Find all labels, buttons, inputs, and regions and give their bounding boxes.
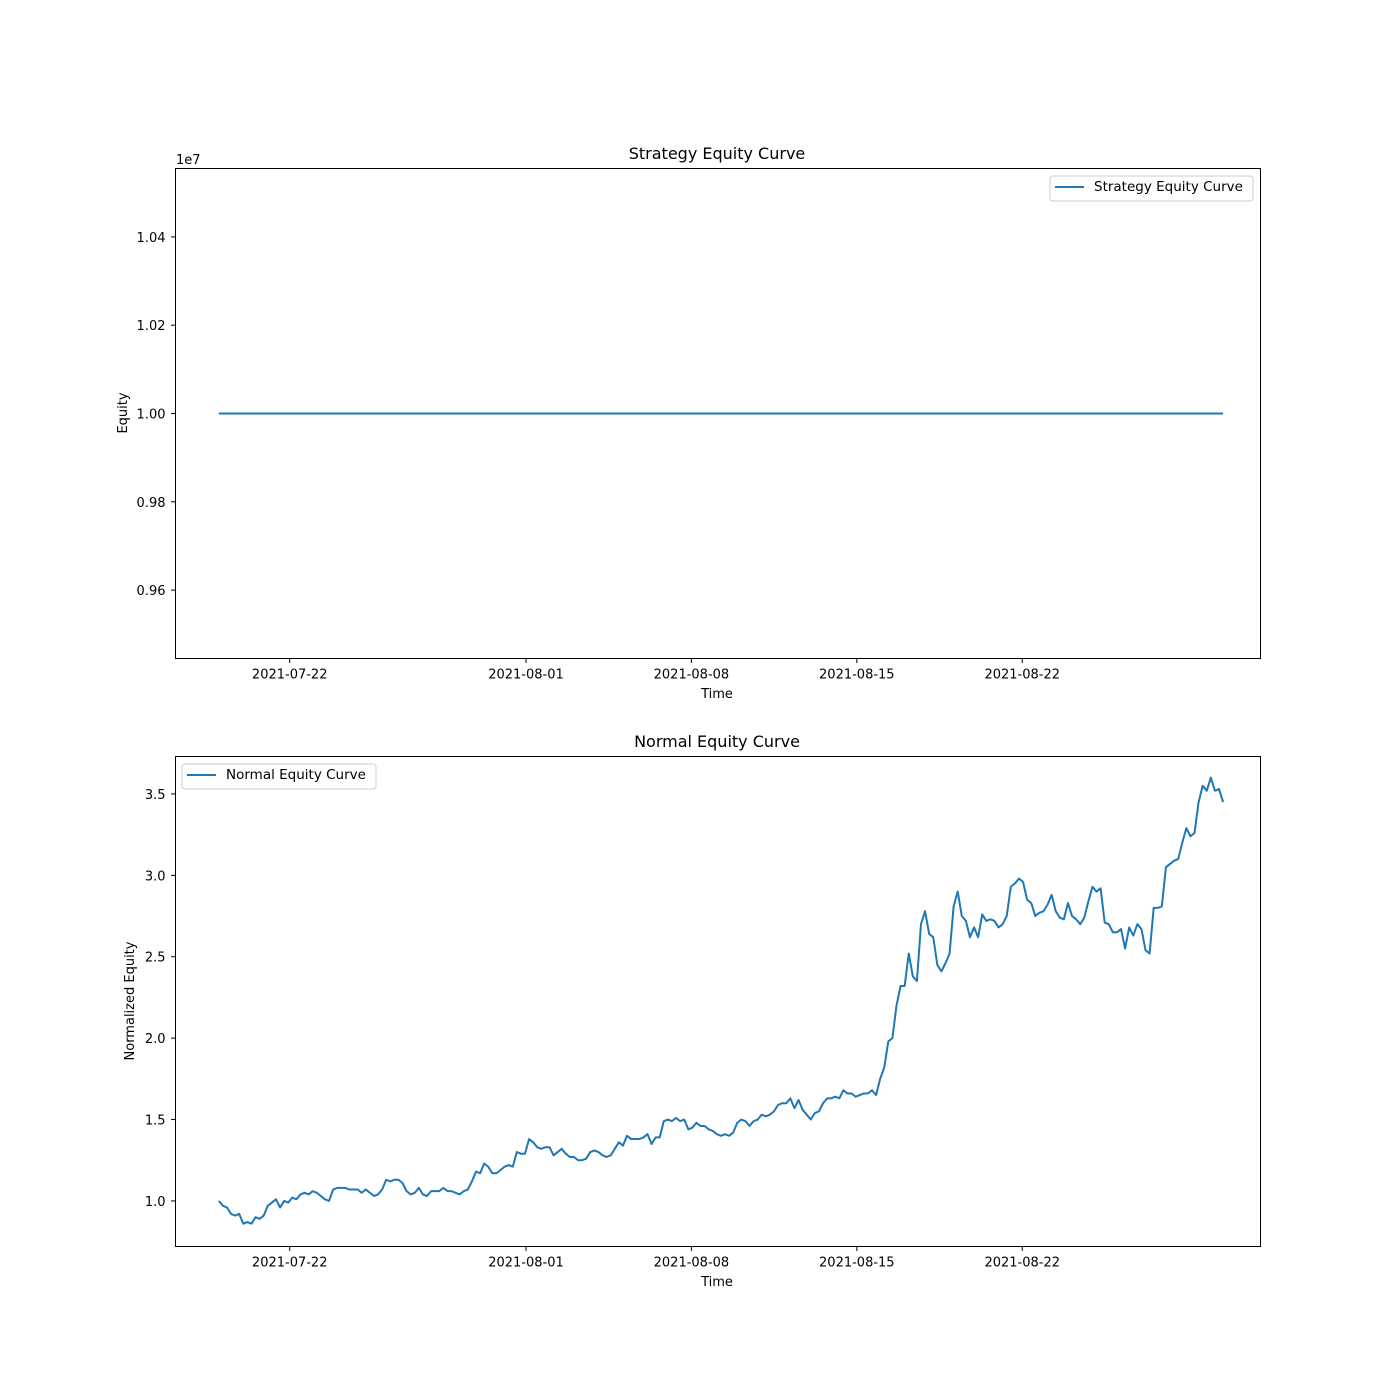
series-line-normal-equity — [218, 776, 1225, 1225]
y-tick-label: 3.5 — [145, 788, 166, 803]
axes-frame — [175, 756, 1261, 1247]
y-axis-ticks: 1.0 1.5 2.0 2.5 3.0 3.5 — [145, 788, 176, 1210]
x-tick-label: 2021-08-22 — [984, 1256, 1060, 1271]
legend-label: Normal Equity Curve — [226, 767, 366, 783]
x-tick-label: 2021-08-22 — [984, 668, 1060, 683]
x-axis-label: Time — [700, 1275, 733, 1290]
legend-box — [181, 763, 377, 790]
chart-title: Normal Equity Curve — [634, 732, 800, 751]
x-axis-label: Time — [700, 687, 733, 702]
legend-label: Strategy Equity Curve — [1094, 179, 1243, 195]
x-tick-label: 2021-08-08 — [654, 668, 730, 683]
y-tick-label: 0.98 — [137, 496, 166, 511]
y-tick-label: 1.04 — [137, 231, 166, 246]
x-axis-ticks: 2021-07-22 2021-08-01 2021-08-08 2021-08-15… — [252, 1246, 1060, 1271]
strategy-equity-chart: Strategy Equity Curve 1e7 Time Equity 20… — [116, 144, 1261, 702]
y-axis-ticks: 0.96 0.98 1.00 1.02 1.04 — [137, 231, 176, 599]
y-tick-label: 1.00 — [137, 408, 166, 423]
x-axis-ticks: 2021-07-22 2021-08-01 2021-08-08 2021-08-15… — [252, 658, 1060, 683]
y-tick-label: 1.5 — [145, 1114, 166, 1129]
x-tick-label: 2021-08-15 — [819, 1256, 895, 1271]
y-tick-label: 2.5 — [145, 951, 166, 966]
legend-box — [1049, 175, 1254, 202]
y-tick-label: 1.02 — [137, 319, 166, 334]
y-axis-label: Equity — [116, 392, 131, 433]
x-tick-label: 2021-07-22 — [252, 1256, 328, 1271]
y-tick-label: 1.0 — [145, 1195, 166, 1210]
legend: Strategy Equity Curve — [1049, 175, 1254, 202]
y-tick-label: 3.0 — [145, 869, 166, 884]
legend: Normal Equity Curve — [181, 763, 377, 790]
y-axis-label: Normalized Equity — [123, 941, 138, 1060]
x-tick-label: 2021-08-01 — [488, 1256, 564, 1271]
y-tick-label: 2.0 — [145, 1032, 166, 1047]
x-tick-label: 2021-07-22 — [252, 668, 328, 683]
x-tick-label: 2021-08-01 — [488, 668, 564, 683]
x-tick-label: 2021-08-15 — [819, 668, 895, 683]
plot-area — [218, 776, 1225, 1225]
chart-title: Strategy Equity Curve — [629, 144, 806, 163]
y-tick-label: 0.96 — [137, 584, 166, 599]
y-offset-label: 1e7 — [176, 153, 201, 168]
normal-equity-chart: Normal Equity Curve Time Normalized Equi… — [123, 732, 1261, 1290]
x-tick-label: 2021-08-08 — [654, 1256, 730, 1271]
